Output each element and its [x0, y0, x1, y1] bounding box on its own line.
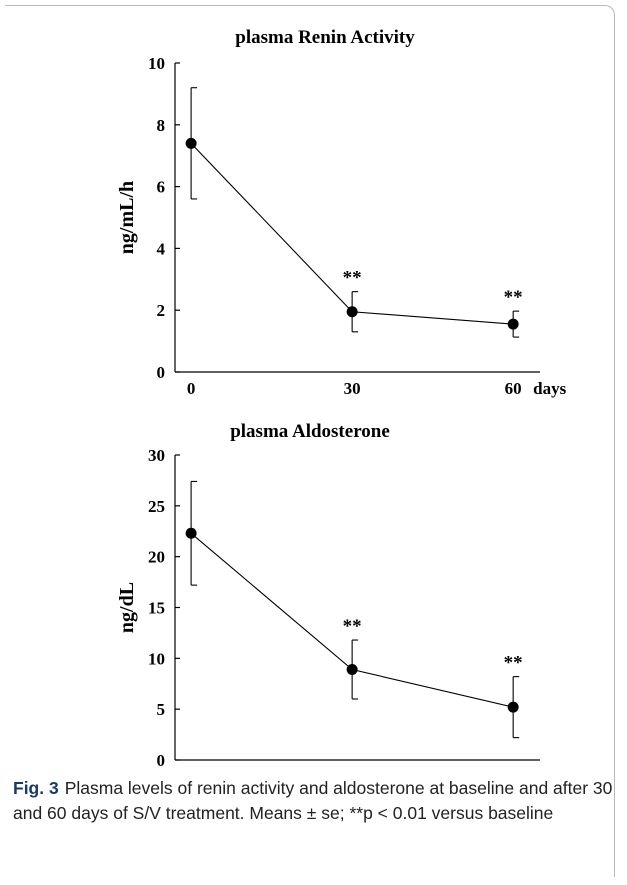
figure-frame: [5, 5, 615, 877]
aldosterone-y-tick-label: 25: [148, 497, 165, 516]
aldosterone-y-tick-label: 30: [148, 446, 165, 465]
renin-x-tick-label: 0: [187, 379, 196, 398]
aldosterone-y-tick-label: 15: [148, 599, 165, 618]
renin-y-tick-label: 4: [157, 239, 166, 258]
renin-x-axis-label: days: [533, 379, 566, 398]
aldosterone-data-point: [346, 664, 358, 676]
aldosterone-y-tick-label: 10: [148, 649, 165, 668]
renin-x-tick-label: 60: [505, 379, 522, 398]
figure-charts: plasma Renin Activity 0 2 4 6 8 10 0 30 60 days ng/…: [116, 27, 567, 770]
renin-data-point: [185, 137, 197, 149]
figure-caption: Fig. 3 Plasma levels of renin activity an…: [13, 776, 613, 826]
renin-y-tick-label: 10: [148, 54, 165, 73]
aldosterone-y-axis-label: ng/dL: [116, 582, 138, 633]
renin-y-tick-label: 0: [157, 363, 166, 382]
caption-label: Fig. 3: [13, 778, 59, 798]
renin-significance-label: **: [343, 268, 362, 289]
renin-y-axis-label: ng/mL/h: [116, 181, 138, 254]
aldosterone-data-point: [507, 701, 519, 713]
aldosterone-significance-label: **: [343, 616, 362, 637]
caption-text: Plasma levels of renin activity and aldo…: [13, 778, 613, 823]
aldosterone-y-tick-label: 5: [157, 700, 166, 719]
aldosterone-y-tick-label: 0: [157, 751, 166, 770]
renin-y-tick-label: 6: [157, 178, 166, 197]
renin-y-tick-label: 8: [157, 116, 166, 135]
renin-y-tick-label: 2: [157, 301, 166, 320]
renin-data-point: [507, 318, 519, 330]
aldosterone-chart-title: plasma Aldosterone: [230, 421, 390, 442]
renin-significance-label: **: [504, 287, 523, 308]
aldosterone-data-point: [185, 527, 197, 539]
renin-x-tick-label: 30: [344, 379, 361, 398]
aldosterone-significance-label: **: [504, 653, 523, 674]
aldosterone-y-tick-label: 20: [148, 548, 165, 567]
renin-data-point: [346, 306, 358, 318]
renin-chart-title: plasma Renin Activity: [235, 27, 415, 48]
